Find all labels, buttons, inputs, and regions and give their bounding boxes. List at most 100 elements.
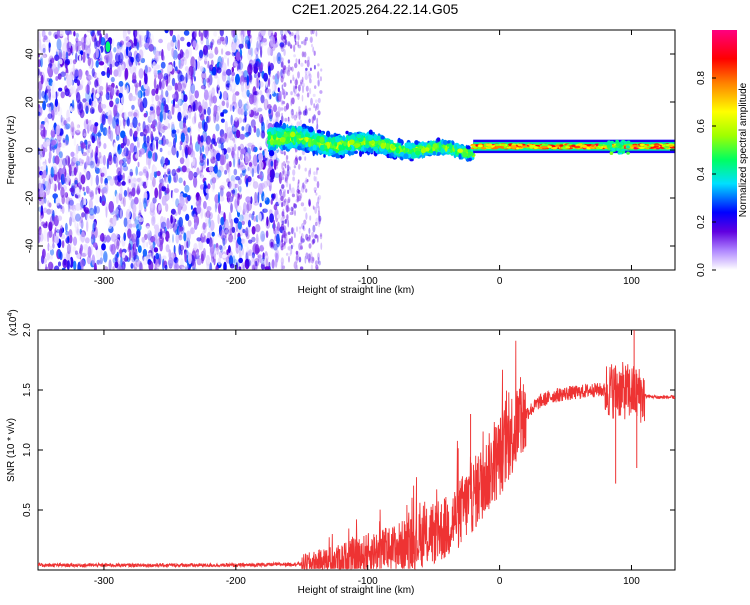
noise-cell (169, 145, 173, 157)
noise-cell (198, 112, 203, 118)
noise-cell (306, 92, 310, 98)
noise-cell (161, 195, 167, 206)
noise-cell (251, 226, 256, 235)
noise-cell (266, 216, 269, 227)
noise-cell (281, 202, 284, 208)
noise-cell (297, 189, 301, 194)
noise-cell (133, 196, 139, 205)
noise-cell (252, 181, 259, 189)
noise-cell (58, 52, 62, 60)
noise-cell (77, 99, 82, 110)
noise-cell (237, 221, 242, 230)
noise-cell (104, 54, 110, 64)
noise-cell (305, 212, 308, 220)
noise-cell (264, 266, 270, 270)
noise-cell (38, 31, 41, 42)
noise-cell (237, 244, 242, 253)
noise-cell (147, 150, 153, 159)
noise-cell (274, 31, 277, 38)
noise-cell (94, 79, 99, 88)
noise-cell (287, 222, 290, 226)
noise-cell (178, 234, 183, 241)
noise-cell (230, 203, 233, 213)
noise-cell (120, 63, 125, 72)
noise-cell (51, 81, 56, 88)
noise-cell (115, 31, 121, 41)
noise-cell (205, 115, 209, 123)
noise-cell (283, 241, 286, 250)
noise-cell (280, 75, 284, 83)
noise-cell (315, 217, 319, 224)
noise-cell (284, 234, 288, 238)
noise-cell (300, 79, 304, 85)
noise-cell (259, 244, 265, 252)
noise-cell (264, 207, 269, 214)
noise-cell (73, 30, 76, 37)
noise-cell (129, 168, 133, 177)
noise-cell (47, 231, 50, 243)
noise-cell (48, 229, 53, 238)
noise-cell (129, 64, 134, 74)
noise-cell (75, 129, 81, 136)
noise-cell (259, 245, 265, 252)
noise-cell (156, 170, 161, 177)
noise-cell (277, 56, 281, 62)
noise-cell (91, 109, 95, 114)
noise-cell (211, 138, 216, 145)
noise-cell (223, 218, 229, 231)
noise-cell (199, 65, 204, 72)
noise-cell (43, 35, 48, 41)
noise-cell (79, 50, 84, 56)
noise-cell (95, 187, 98, 196)
noise-cell (177, 39, 180, 51)
noise-cell (189, 125, 192, 136)
noise-cell (133, 112, 138, 118)
noise-cell (230, 114, 233, 126)
noise-cell (132, 116, 138, 129)
noise-cell (168, 110, 172, 121)
noise-cell (246, 104, 250, 110)
noise-cell (315, 192, 318, 196)
noise-cell (100, 248, 103, 257)
noise-cell (43, 229, 48, 242)
noise-cell (150, 201, 154, 211)
noise-cell (217, 42, 221, 52)
noise-cell (160, 102, 165, 113)
noise-cell (252, 164, 258, 174)
noise-cell (128, 243, 132, 251)
noise-cell (280, 100, 284, 105)
noise-cell (231, 150, 235, 157)
noise-cell (309, 215, 312, 221)
noise-cell (281, 57, 284, 63)
noise-cell (285, 66, 289, 75)
noise-cell (78, 192, 82, 202)
noise-cell (298, 164, 301, 170)
noise-cell (153, 224, 159, 230)
noise-cell (97, 30, 101, 36)
noise-cell (298, 256, 302, 263)
noise-cell (48, 90, 51, 101)
noise-cell (246, 89, 250, 98)
noise-cell (297, 40, 299, 47)
noise-cell (57, 261, 62, 267)
noise-cell (40, 124, 44, 129)
noise-cell (92, 223, 95, 233)
noise-cell (219, 211, 225, 216)
noise-cell (284, 175, 288, 183)
noise-cell (262, 208, 268, 213)
noise-cell (233, 153, 238, 160)
noise-cell (194, 90, 199, 99)
noise-cell (133, 262, 138, 270)
noise-cell (189, 79, 192, 91)
noise-cell (78, 68, 83, 81)
noise-cell (206, 238, 210, 244)
noise-cell (284, 117, 288, 122)
noise-cell (281, 184, 285, 189)
noise-cell (242, 264, 245, 270)
noise-cell (215, 123, 220, 132)
noise-cell (60, 186, 65, 198)
noise-cell (209, 262, 213, 270)
noise-cell (289, 66, 292, 71)
noise-cell (288, 255, 290, 263)
noise-cell (134, 210, 138, 223)
